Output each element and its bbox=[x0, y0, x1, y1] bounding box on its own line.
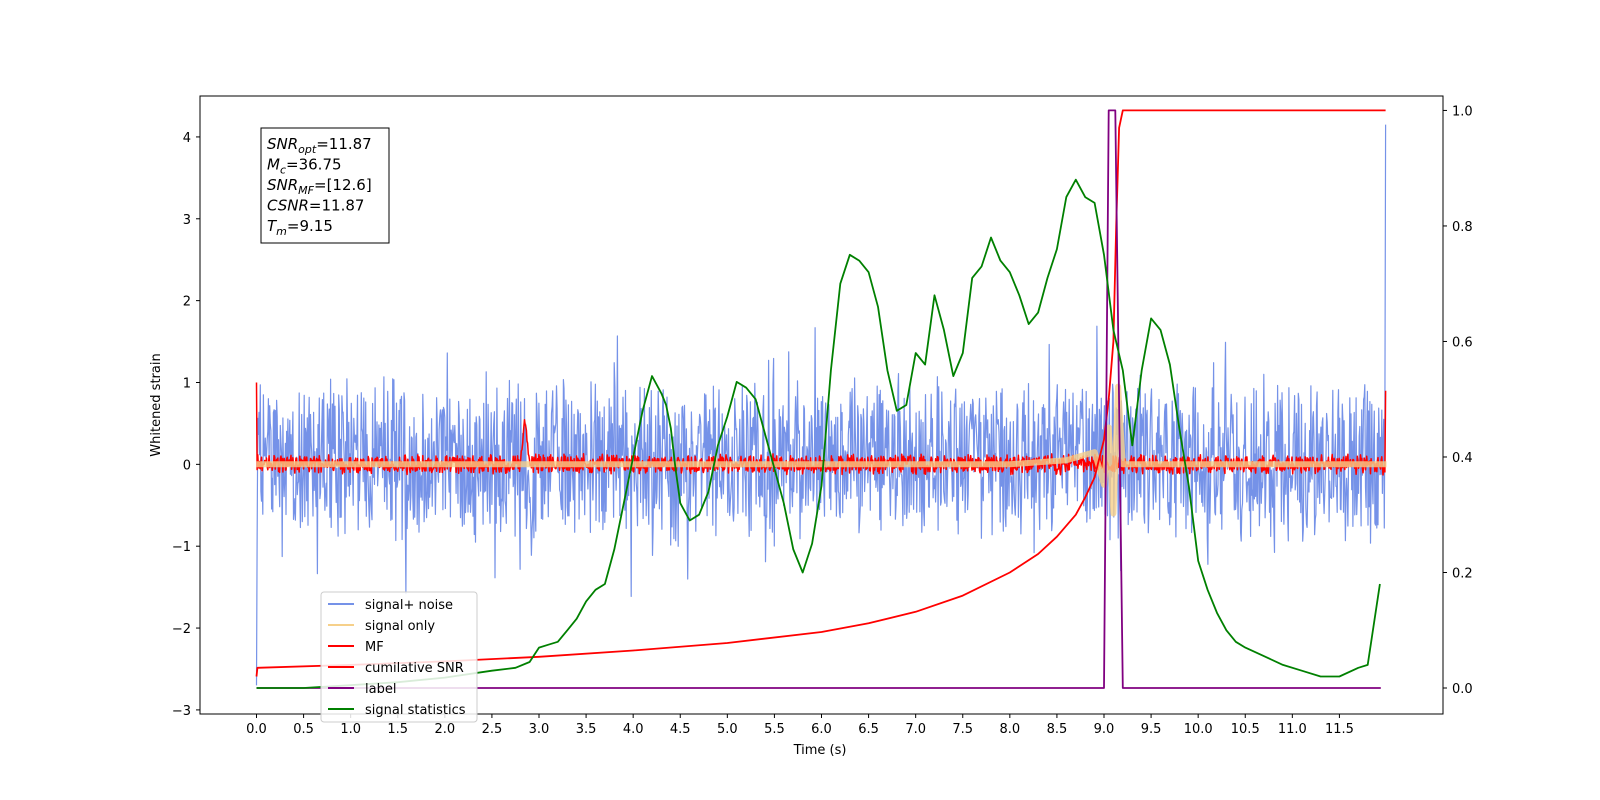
x-tick-label: 10.5 bbox=[1231, 722, 1260, 737]
y-tick-label: 1 bbox=[183, 376, 191, 391]
y-axis-left: −3 −2 −1 0 1 2 3 4 bbox=[172, 131, 200, 719]
legend-label: signal+ noise bbox=[365, 598, 453, 613]
x-tick-label: 1.5 bbox=[387, 722, 408, 737]
annotation-line: CSNR=11.87 bbox=[267, 197, 364, 215]
x-axis-label: Time (s) bbox=[793, 743, 847, 758]
y-tick-label: −1 bbox=[172, 540, 191, 555]
y-tick-label: −3 bbox=[172, 704, 191, 719]
series-signal-statistics bbox=[256, 178, 1381, 689]
y-axis-label: Whitened strain bbox=[149, 353, 164, 456]
x-tick-label: 2.5 bbox=[482, 722, 503, 737]
x-tick-label: 6.0 bbox=[811, 722, 832, 737]
y-tick-label: 3 bbox=[183, 213, 191, 228]
legend-label: signal statistics bbox=[365, 703, 466, 718]
series-layer bbox=[255, 109, 1387, 689]
y2-tick-label: 1.0 bbox=[1452, 104, 1473, 119]
x-tick-label: 0.0 bbox=[246, 722, 267, 737]
x-tick-label: 4.5 bbox=[670, 722, 691, 737]
y2-tick-label: 0.0 bbox=[1452, 682, 1473, 697]
annotation-line: SNRMF=[12.6] bbox=[267, 176, 372, 197]
x-tick-label: 4.0 bbox=[623, 722, 644, 737]
annotation-line: Tm=9.15 bbox=[267, 217, 333, 238]
x-tick-label: 1.0 bbox=[340, 722, 361, 737]
x-tick-label: 5.0 bbox=[717, 722, 738, 737]
x-tick-label: 9.5 bbox=[1141, 722, 1162, 737]
legend-label: signal only bbox=[365, 619, 435, 634]
y2-tick-label: 0.4 bbox=[1452, 451, 1473, 466]
legend: signal+ noise signal only MF cumilative SNR… bbox=[320, 591, 478, 723]
x-tick-label: 8.0 bbox=[999, 722, 1020, 737]
x-tick-label: 3.0 bbox=[529, 722, 550, 737]
x-tick-label: 2.0 bbox=[434, 722, 455, 737]
y-axis-right: 0.0 0.2 0.4 0.6 0.8 1.0 bbox=[1443, 104, 1473, 697]
x-tick-label: 11.0 bbox=[1278, 722, 1307, 737]
y2-tick-label: 0.8 bbox=[1452, 220, 1473, 235]
y-tick-label: −2 bbox=[172, 622, 191, 637]
x-tick-label: 7.5 bbox=[952, 722, 973, 737]
x-tick-label: 8.5 bbox=[1047, 722, 1068, 737]
annotation-line: SNRopt=11.87 bbox=[267, 135, 372, 156]
legend-label: cumilative SNR bbox=[365, 661, 464, 676]
legend-label: MF bbox=[365, 640, 384, 655]
annotation-line: Mc=36.75 bbox=[267, 156, 342, 177]
x-tick-label: 6.5 bbox=[858, 722, 879, 737]
x-tick-label: 11.5 bbox=[1325, 722, 1354, 737]
annotation-box: SNRopt=11.87Mc=36.75SNRMF=[12.6]CSNR=11.… bbox=[260, 127, 390, 244]
annotation-frame bbox=[260, 127, 390, 244]
x-tick-label: 0.5 bbox=[293, 722, 314, 737]
legend-frame bbox=[320, 591, 478, 723]
x-tick-label: 9.0 bbox=[1094, 722, 1115, 737]
y2-tick-label: 0.6 bbox=[1452, 335, 1473, 350]
y2-tick-label: 0.2 bbox=[1452, 566, 1473, 581]
series-label bbox=[256, 109, 1381, 689]
x-axis: 0.0 0.5 1.0 1.5 2.0 2.5 3.0 3.5 4.0 4.5 5.0 5.5 6.0 6… bbox=[246, 714, 1354, 737]
series-cumilative-snr bbox=[255, 109, 1386, 677]
x-tick-label: 3.5 bbox=[576, 722, 597, 737]
y-tick-label: 0 bbox=[183, 458, 191, 473]
x-tick-label: 5.5 bbox=[764, 722, 785, 737]
legend-label: label bbox=[365, 682, 396, 697]
x-tick-label: 7.0 bbox=[905, 722, 926, 737]
y-tick-label: 4 bbox=[183, 131, 191, 146]
x-tick-label: 10.0 bbox=[1184, 722, 1213, 737]
y-tick-label: 2 bbox=[183, 295, 191, 310]
series-mf bbox=[255, 382, 1387, 476]
